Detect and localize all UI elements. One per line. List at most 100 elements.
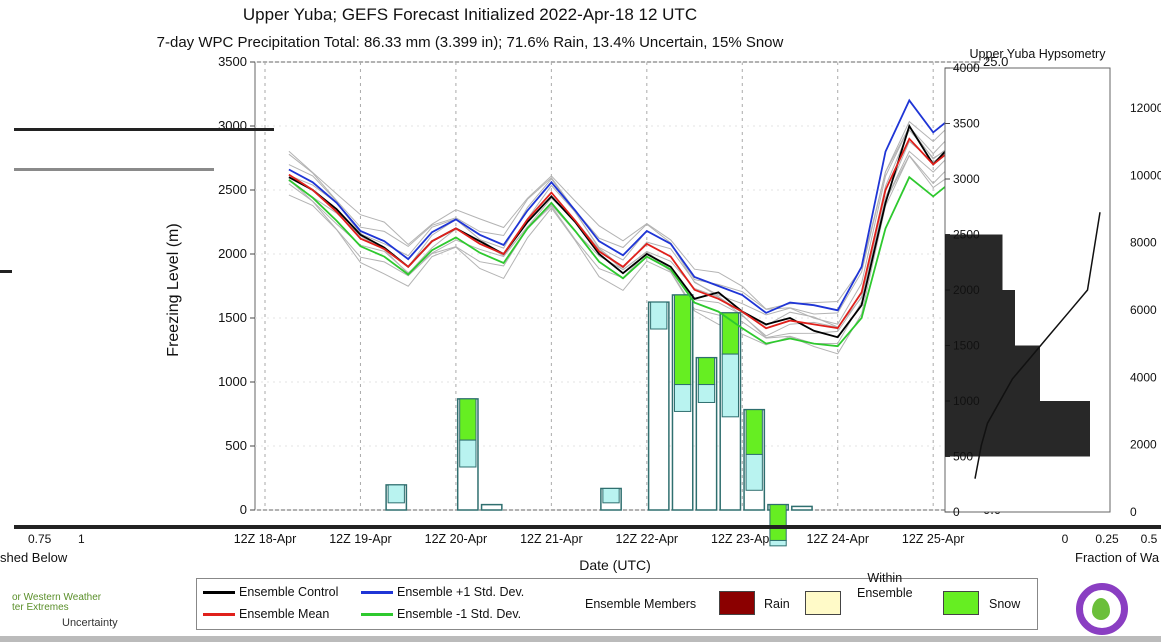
uncertain-bar (745, 453, 763, 491)
uncertain-bar (673, 384, 692, 412)
legend-mean-label: Ensemble Mean (239, 607, 330, 621)
elev-ft-tick-label: 12000 (1130, 101, 1161, 115)
ensemble-member-line (288, 102, 982, 325)
legend-snow-label: Snow (989, 597, 1021, 611)
precip-bar (480, 503, 503, 511)
legend-minus-std: Ensemble -1 Std. Dev. (361, 607, 521, 621)
minus-std-line-swatch (361, 612, 393, 616)
uncertainty-fragment: Uncertainty (62, 617, 118, 629)
legend-snow: Snow (989, 597, 1020, 611)
fl-tick-label: 0 (240, 502, 247, 517)
x-tick-label: 12Z 20-Apr (425, 532, 488, 546)
series-line-plus-std (288, 80, 982, 314)
rain-swatch (719, 591, 755, 615)
pr-tick-label: 25.0 (983, 54, 1008, 69)
snow-bar (745, 409, 763, 455)
hyps-x-tick-label: 0.5 (1141, 532, 1158, 546)
cw3e-text-line1: or Western Weather (12, 592, 102, 603)
legend-plus-std-label: Ensemble +1 Std. Dev. (397, 585, 525, 599)
x-tick-label: 12Z 24-Apr (806, 532, 869, 546)
hyps-tick-label: 4000 (953, 61, 980, 75)
fl-tick-label: 2500 (218, 182, 247, 197)
legend-control-label: Ensemble Control (239, 585, 339, 599)
x-tick-label: 12Z 21-Apr (520, 532, 583, 546)
elev-ft-tick-label: 8000 (1130, 236, 1157, 250)
cw3e-text-line2: ter Extremes (12, 602, 69, 613)
uncertain-bar (459, 439, 477, 468)
fl-tick-label: 1500 (218, 310, 247, 325)
uncertain-bar (769, 539, 787, 547)
uncertain-bar (721, 353, 739, 418)
hyps-tick-label: 3000 (953, 172, 980, 186)
series-line-minus-std (288, 144, 982, 348)
chart-subtitle: 7-day WPC Precipitation Total: 86.33 mm … (156, 34, 784, 51)
ensemble-member-line (288, 113, 982, 328)
x-tick-label: 12Z 25-Apr (902, 532, 965, 546)
hyps-x-tick-label: 0 (1062, 532, 1069, 546)
mean-line-swatch (203, 612, 235, 616)
hypsometry-bar (945, 234, 1003, 290)
elev-ft-tick-label: 2000 (1130, 438, 1157, 452)
ensemble-member-line (288, 118, 982, 337)
elev-ft-tick-label: 6000 (1130, 303, 1157, 317)
legend-mean: Ensemble Mean (203, 607, 329, 621)
precip-bar (791, 505, 813, 511)
hypsometry-title: Upper Yuba Hypsometry (970, 47, 1107, 61)
fl-tick-label: 2000 (218, 246, 247, 261)
x-tick-label: 12Z 18-Apr (234, 532, 297, 546)
series-line-mean (288, 112, 982, 330)
hypsometry-bar (945, 401, 1090, 457)
fraction-axis-label: Fraction of Wa (1075, 550, 1160, 565)
glitch-band (14, 525, 1161, 529)
hyps-tick-label: 0 (953, 505, 960, 519)
legend-rain: Rain (764, 597, 790, 611)
glitch-band (0, 636, 1161, 642)
uncertain-bar (697, 384, 716, 403)
uncertain-bar (602, 487, 620, 504)
pct-axis-label: shed Below (0, 550, 68, 565)
elev-ft-tick-label: 0 (1130, 505, 1137, 519)
legend-members-label: Ensemble Members (585, 597, 697, 611)
glitch-band (14, 168, 214, 171)
elev-ft-tick-label: 4000 (1130, 370, 1157, 384)
legend-members: Ensemble Members (585, 597, 696, 611)
hyps-tick-label: 3500 (953, 117, 980, 131)
snow-bar (769, 504, 787, 541)
x-tick-label: 12Z 19-Apr (329, 532, 392, 546)
fl-tick-label: 1000 (218, 374, 247, 389)
x-tick-label: 12Z 22-Apr (616, 532, 679, 546)
glitch-band (0, 270, 12, 273)
plus-std-line-swatch (361, 590, 393, 594)
fl-tick-label: 500 (225, 438, 247, 453)
uncertain-bar (650, 301, 668, 330)
fl-axis-label: Freezing Level (m) (165, 223, 182, 356)
snow-bar (697, 357, 716, 386)
uncertain-bar (387, 484, 405, 504)
chart-legend: Ensemble Control Ensemble +1 Std. Dev. E… (196, 571, 1038, 630)
legend-within-line1: Within (867, 571, 903, 585)
pct-tick-label: 1 (78, 532, 85, 546)
legend-plus-std: Ensemble +1 Std. Dev. (361, 585, 524, 599)
snow-swatch (943, 591, 979, 615)
cw3e-logo-icon (1076, 583, 1128, 635)
glitch-band (14, 128, 274, 131)
control-line-swatch (203, 590, 235, 594)
hypsometry-curve (974, 212, 1101, 479)
pct-tick-label: 0.75 (28, 532, 52, 546)
snow-bar (673, 294, 692, 386)
legend-within: Within Ensemble (857, 571, 913, 601)
legend-control: Ensemble Control (203, 585, 338, 599)
hyps-x-tick-label: 0.25 (1095, 532, 1119, 546)
legend-minus-std-label: Ensemble -1 Std. Dev. (397, 607, 522, 621)
uncertain-swatch (805, 591, 841, 615)
ensemble-member-line (288, 92, 982, 315)
hypsometry-bar (945, 290, 1015, 346)
ensemble-member-line (288, 133, 982, 355)
legend-rain-label: Rain (764, 597, 790, 611)
elev-ft-tick-label: 10000 (1130, 168, 1161, 182)
precip-bar (647, 301, 670, 511)
legend-within-line2: Ensemble (857, 586, 913, 600)
water-drop-icon (1092, 598, 1110, 620)
chart-title: Upper Yuba; GEFS Forecast Initialized 20… (242, 5, 698, 24)
